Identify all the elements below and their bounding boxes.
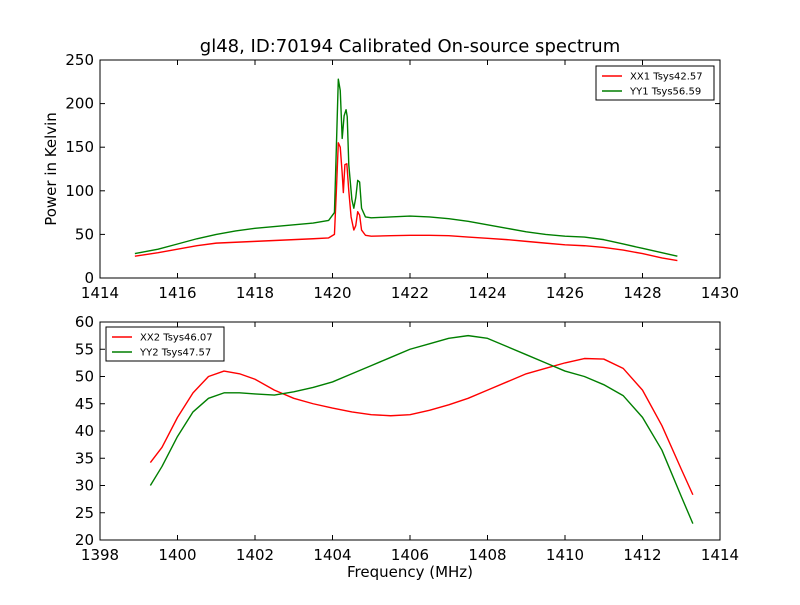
- y-tick-label: 40: [75, 422, 94, 440]
- legend-label: XX1 Tsys42.57: [630, 72, 703, 83]
- y-tick-label: 35: [75, 449, 94, 467]
- y-tick-label: 0: [84, 269, 94, 287]
- legend: XX2 Tsys46.07 YY2 Tsys47.57: [105, 326, 225, 362]
- legend-box: [595, 65, 715, 101]
- series-line-1-1: [134, 142, 678, 262]
- plot-panel-2: 1398 1400 1402 1404 1406 1408 1410 1412 1414 20 25…: [75, 313, 739, 581]
- series-line-2-2: [149, 334, 694, 524]
- y-tick-label: 30: [75, 477, 94, 495]
- x-tick-label: 1400: [158, 546, 196, 564]
- y-tick-label: 25: [75, 504, 94, 522]
- y-tick-label: 250: [65, 51, 94, 69]
- x-tick-label: 1398: [81, 546, 119, 564]
- x-tick-label: 1422: [391, 284, 429, 302]
- x-tick-label: 1426: [546, 284, 584, 302]
- legend-label: YY2 Tsys47.57: [139, 348, 211, 359]
- y-tick-label: 20: [75, 531, 94, 549]
- x-tick-label: 1430: [701, 284, 739, 302]
- x-tick-label: 1418: [236, 284, 274, 302]
- legend-label: XX2 Tsys46.07: [140, 333, 213, 344]
- legend-label: YY1 Tsys56.59: [629, 87, 701, 98]
- figure-title: gl48, ID:70194 Calibrated On-source spec…: [200, 36, 620, 57]
- y-axis-label: Power in Kelvin: [42, 112, 60, 226]
- x-tick-label: 1414: [701, 546, 739, 564]
- x-tick-label: 1412: [623, 546, 661, 564]
- series-line-1-2: [134, 78, 678, 257]
- x-tick-label: 1420: [313, 284, 351, 302]
- y-tick-label: 100: [65, 182, 94, 200]
- series-line-2-1: [149, 357, 694, 496]
- x-tick-label: 1414: [81, 284, 119, 302]
- x-tick-label: 1404: [313, 546, 351, 564]
- x-tick-label: 1406: [391, 546, 429, 564]
- x-axis-label: Frequency (MHz): [347, 563, 473, 581]
- y-tick-label: 55: [75, 340, 94, 358]
- x-tick-label: 1416: [158, 284, 196, 302]
- legend: XX1 Tsys42.57 YY1 Tsys56.59: [595, 65, 715, 101]
- legend-box: [105, 326, 225, 362]
- y-tick-label: 50: [75, 368, 94, 386]
- plot-panel-1: 1414 1416 1418 1420 1422 1424 1426 1428 1430 0 50 1…: [42, 51, 739, 302]
- x-tick-label: 1410: [546, 546, 584, 564]
- y-tick-label: 50: [75, 225, 94, 243]
- x-tick-label: 1424: [468, 284, 506, 302]
- y-tick-label: 200: [65, 95, 94, 113]
- x-tick-label: 1408: [468, 546, 506, 564]
- x-tick-label: 1428: [623, 284, 661, 302]
- y-tick-label: 150: [65, 138, 94, 156]
- x-tick-label: 1402: [236, 546, 274, 564]
- y-tick-label: 45: [75, 395, 94, 413]
- y-tick-label: 60: [75, 313, 94, 331]
